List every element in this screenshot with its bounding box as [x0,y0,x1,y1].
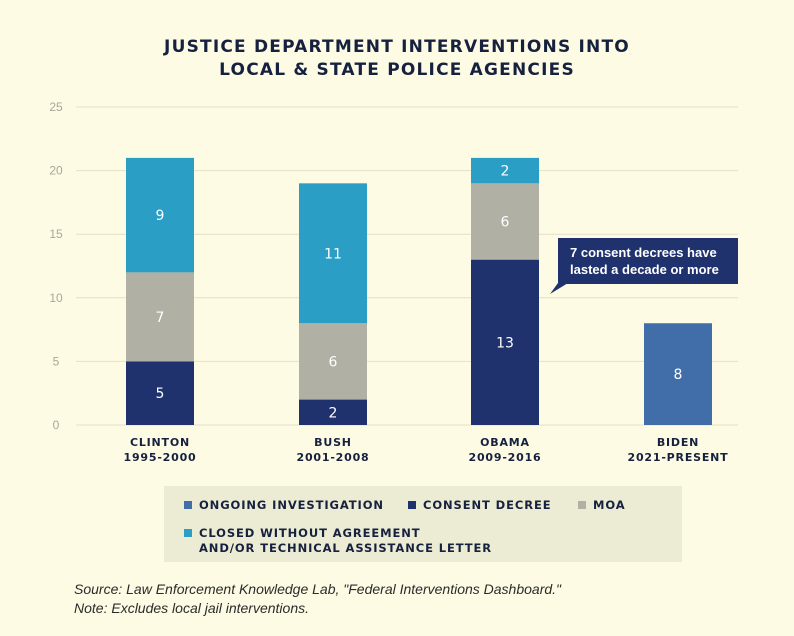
x-tick-label-name: BIDEN [657,436,699,449]
x-tick-label-years: 1995-2000 [124,451,197,464]
legend-swatch-consent-decree [408,501,416,509]
y-tick-label: 15 [49,227,63,241]
legend-label-consent-decree: CONSENT DECREE [423,498,552,512]
bar-segment-closed [299,183,367,324]
bar-segment-consent [126,361,194,425]
legend-label-ongoing-investigation: ONGOING INVESTIGATION [199,498,384,512]
legend-swatch-moa [578,501,586,509]
bar-value-label: 7 [156,310,165,326]
bar-value-label: 9 [156,208,165,224]
x-tick-label-years: 2009-2016 [469,451,542,464]
bar-segment-moa [471,183,539,260]
bar-segment-consent [471,259,539,425]
annotation-text-line: lasted a decade or more [570,262,719,277]
y-tick-label: 0 [53,418,60,432]
chart-title-line-1: JUSTICE DEPARTMENT INTERVENTIONS INTO [164,37,630,57]
legend-item-closed-without-agreement: CLOSED WITHOUT AGREEMENT AND/OR TECHNICA… [184,526,492,556]
legend-label-moa: MOA [593,498,626,512]
y-tick-label: 25 [49,100,63,114]
legend-item-moa: MOA [578,498,626,513]
bar-value-label: 6 [329,354,338,370]
y-tick-label: 20 [49,164,63,178]
bar-segment-moa [126,272,194,362]
bar-segment-closed [126,157,194,273]
x-tick-label-name: CLINTON [130,436,190,449]
chart-footnote: Source: Law Enforcement Knowledge Lab, "… [74,580,561,618]
x-tick-label-years: 2021-PRESENT [628,451,729,464]
legend-item-consent-decree: CONSENT DECREE [408,498,551,513]
chart-title-line-2: LOCAL & STATE POLICE AGENCIES [219,60,575,80]
bar-value-label: 11 [324,246,342,262]
footnote-note: Note: Excludes local jail interventions. [74,600,310,616]
annotation-pointer [550,283,568,294]
x-tick-label-name: BUSH [314,436,352,449]
legend-swatch-ongoing-investigation [184,501,192,509]
bar-segment-consent [299,399,367,425]
bar-segment-closed [471,157,539,184]
x-tick-label-years: 2001-2008 [297,451,370,464]
bar-value-label: 13 [496,335,514,351]
bar-value-label: 2 [329,405,338,421]
y-tick-label: 5 [53,354,60,368]
chart-title: JUSTICE DEPARTMENT INTERVENTIONS INTO LO… [0,36,794,82]
bar-value-label: 5 [156,386,165,402]
x-tick-label-name: OBAMA [480,436,530,449]
y-tick-label: 10 [49,291,63,305]
bar-value-label: 6 [501,214,510,230]
legend-label-closed-line-2: AND/OR TECHNICAL ASSISTANCE LETTER [199,541,492,555]
chart-legend: ONGOING INVESTIGATION CONSENT DECREE MOA… [164,486,682,562]
bar-value-label: 8 [674,367,683,383]
footnote-source: Source: Law Enforcement Knowledge Lab, "… [74,581,561,597]
annotation-text-line: 7 consent decrees have [570,245,717,260]
legend-label-closed-line-1: CLOSED WITHOUT AGREEMENT [199,526,421,540]
bar-segment-moa [299,323,367,400]
legend-item-ongoing-investigation: ONGOING INVESTIGATION [184,498,384,513]
bar-value-label: 2 [501,164,510,180]
legend-swatch-closed-without-agreement [184,529,192,537]
bar-segment-ongoing [644,323,712,425]
annotation-box [558,238,738,284]
